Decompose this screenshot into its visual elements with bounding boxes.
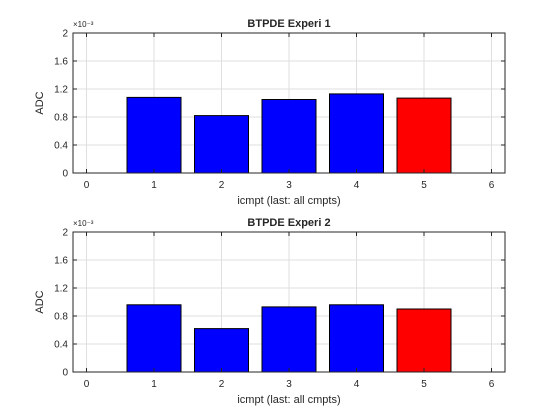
subplot-2-y-tick-label: 1.2 [54, 284, 68, 295]
subplot-1-plot-area: 0 1 2 3 4 5 6 0 0.4 0.8 1.2 1.6 2 [54, 29, 506, 191]
subplot-2-y-tick-label: 0.4 [54, 340, 68, 351]
subplot-2: 0 1 2 3 4 5 6 0 0.4 0.8 1.2 1.6 2 BTPDE Experi 2 icm… [34, 217, 506, 406]
subplot-2-bar-5 [396, 308, 452, 373]
subplot-1-x-tick-label: 0 [84, 180, 90, 191]
subplot-1-y-tick-label: 0 [62, 169, 68, 180]
subplot-2-x-axis-label: icmpt (last: all cmpts) [237, 394, 340, 406]
subplot-1-bar-1 [126, 96, 182, 174]
subplot-1-bar-2 [194, 115, 249, 174]
subplot-2-x-tick-label: 5 [421, 379, 427, 390]
subplot-1-y-tick-label: 0.8 [54, 113, 68, 124]
subplot-2-plot-area: 0 1 2 3 4 5 6 0 0.4 0.8 1.2 1.6 2 [54, 228, 506, 390]
subplot-2-x-tick-label: 1 [151, 379, 157, 390]
subplot-1-y-exponent: ×10⁻³ [73, 20, 94, 29]
subplot-2-bar-2 [194, 328, 249, 373]
subplot-1: 0 1 2 3 4 5 6 0 0.4 0.8 1.2 1.6 2 BTPDE Experi 1 icm… [34, 18, 506, 207]
subplot-2-x-tick-label: 6 [489, 379, 495, 390]
subplot-2-x-tick-label: 3 [286, 379, 292, 390]
subplot-2-y-exponent: ×10⁻³ [73, 219, 94, 228]
subplot-2-bar-4 [329, 304, 384, 373]
subplot-1-x-tick-label: 1 [151, 180, 157, 191]
subplot-1-y-tick-label: 0.4 [54, 141, 68, 152]
subplot-1-y-tick-label: 1.6 [54, 57, 68, 68]
subplot-1-y-axis-label: ADC [34, 91, 46, 114]
subplot-2-y-tick-label: 0.8 [54, 312, 68, 323]
subplot-1-x-tick-label: 2 [219, 180, 225, 191]
subplot-2-y-tick-label: 1.6 [54, 256, 68, 267]
subplot-2-y-axis-label: ADC [34, 290, 46, 313]
subplot-1-bar-3 [261, 99, 317, 174]
subplot-2-y-tick-label: 0 [62, 368, 68, 379]
subplot-2-x-tick-label: 2 [219, 379, 225, 390]
subplot-1-x-axis-label: icmpt (last: all cmpts) [237, 195, 340, 207]
subplot-1-bar-5 [396, 97, 452, 174]
subplot-1-y-tick-label: 2 [62, 29, 68, 40]
subplot-2-y-tick-label: 2 [62, 228, 68, 239]
subplot-2-title: BTPDE Experi 2 [247, 217, 330, 229]
subplot-1-title: BTPDE Experi 1 [247, 18, 330, 30]
subplot-1-x-tick-label: 6 [489, 180, 495, 191]
subplot-2-bar-3 [261, 306, 317, 373]
subplot-1-bar-4 [329, 93, 384, 174]
subplot-1-x-tick-label: 5 [421, 180, 427, 191]
subplot-2-bar-1 [126, 304, 182, 373]
subplot-1-y-tick-label: 1.2 [54, 85, 68, 96]
subplot-1-x-tick-label: 4 [354, 180, 360, 191]
subplot-2-x-tick-label: 4 [354, 379, 360, 390]
subplot-2-x-tick-label: 0 [84, 379, 90, 390]
subplot-1-x-tick-label: 3 [286, 180, 292, 191]
